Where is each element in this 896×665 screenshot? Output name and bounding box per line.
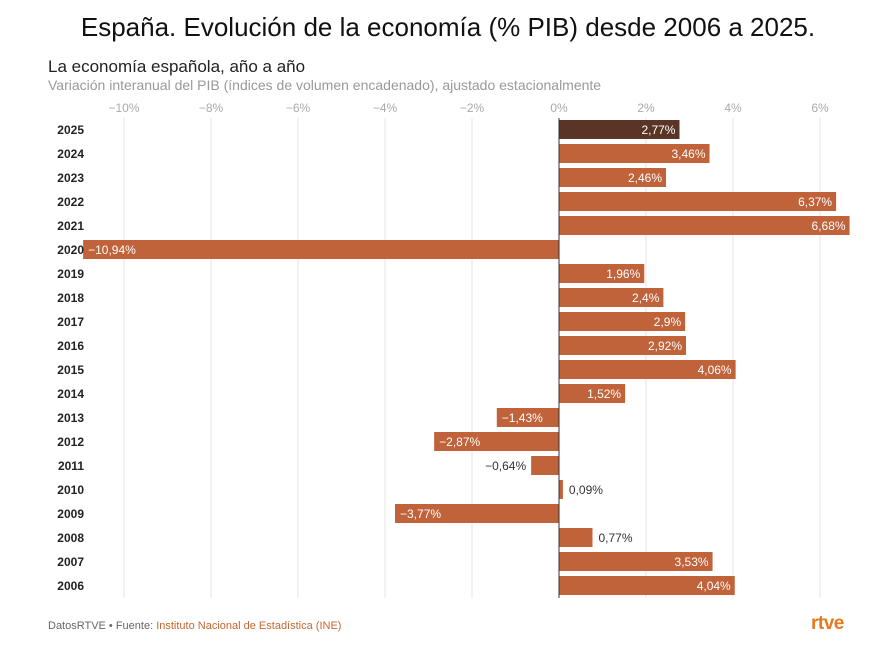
footer-prefix: DatosRTVE • Fuente: (48, 620, 157, 632)
x-tick-label: −8% (199, 101, 224, 115)
year-label: 2006 (57, 579, 84, 593)
bar-2006 (559, 576, 735, 595)
data-label: 1,96% (606, 267, 640, 281)
year-label: 2018 (57, 291, 84, 305)
year-label: 2008 (57, 531, 84, 545)
data-label: 2,77% (641, 123, 675, 137)
data-label: −0,64% (485, 459, 526, 473)
bar-2025 (559, 120, 680, 139)
data-label: 2,92% (648, 339, 682, 353)
year-label: 2014 (57, 387, 84, 401)
year-label: 2013 (57, 411, 84, 425)
bar-2012 (434, 432, 559, 451)
rtve-logo: rtve (811, 613, 844, 634)
bar-2010 (559, 480, 563, 499)
year-label: 2012 (57, 435, 84, 449)
year-label: 2016 (57, 339, 84, 353)
year-label: 2023 (57, 171, 84, 185)
y-axis-labels: 2025 2024 2023 2022 2021 2020 2019 2018 2017 2016… (57, 123, 84, 593)
year-label: 2009 (57, 507, 84, 521)
x-tick-label: 4% (724, 101, 742, 115)
source-link[interactable]: Instituto Nacional de Estadística (INE) (156, 620, 342, 632)
bar-2016 (559, 336, 687, 355)
data-label: −1,43% (502, 411, 543, 425)
bar-2013 (496, 408, 559, 427)
bar-2007 (559, 552, 713, 571)
chart-description: Variación interanual del PIB (índices de… (48, 77, 602, 93)
bar-2020 (83, 240, 560, 259)
year-label: 2011 (58, 459, 84, 473)
chart-subtitle: La economía española, año a año (48, 57, 306, 76)
data-label: 6,68% (812, 219, 846, 233)
x-tick-label: −6% (286, 101, 311, 115)
bar-2014 (559, 384, 626, 403)
year-label: 2019 (57, 267, 84, 281)
bar-2009 (395, 504, 559, 523)
x-axis-ticks: −10% −8% −6% −4% −2% 0% 2% 4% 6% (108, 101, 829, 115)
data-label: 0,77% (598, 531, 632, 545)
bar-2015 (559, 360, 736, 379)
data-label: 0,09% (569, 483, 603, 497)
year-label: 2024 (57, 147, 84, 161)
year-label: 2020 (57, 243, 84, 257)
data-label: 4,06% (698, 363, 732, 377)
year-label: 2017 (57, 315, 84, 329)
bar-2008 (559, 528, 593, 547)
bar-2022 (559, 192, 837, 211)
x-tick-label: 6% (811, 101, 829, 115)
bar-2023 (559, 168, 667, 187)
year-label: 2007 (57, 555, 84, 569)
bar-2021 (559, 216, 850, 235)
year-label: 2022 (57, 195, 84, 209)
bar-2019 (559, 264, 645, 283)
bar-chart: −10% −8% −6% −4% −2% 0% 2% 4% 6% 202520242023202… (57, 101, 850, 598)
year-label: 2021 (57, 219, 84, 233)
data-label: 3,46% (671, 147, 705, 161)
data-label: −3,77% (400, 507, 441, 521)
data-label: 3,53% (675, 555, 709, 569)
x-tick-label: −10% (108, 101, 139, 115)
data-label: 2,9% (654, 315, 682, 329)
data-label: 6,37% (798, 195, 832, 209)
x-tick-label: 2% (637, 101, 655, 115)
data-label: 2,46% (628, 171, 662, 185)
x-tick-label: −2% (460, 101, 485, 115)
data-label: 4,04% (697, 579, 731, 593)
x-tick-label: −4% (373, 101, 398, 115)
data-label: −2,87% (439, 435, 480, 449)
footer: DatosRTVE • Fuente: Instituto Nacional d… (48, 620, 341, 632)
gridlines (123, 118, 821, 598)
data-label: 1,52% (587, 387, 621, 401)
bar-2011 (531, 456, 559, 475)
year-label: 2025 (57, 123, 84, 137)
data-labels: 2,77% 3,46% 2,46% 6,37% 6,68% −10,94% 1,96% 2,4… (88, 123, 846, 593)
year-label: 2010 (57, 483, 84, 497)
bar-2017 (559, 312, 686, 331)
bars (83, 120, 850, 595)
main-title: España. Evolución de la economía (% PIB)… (80, 12, 816, 42)
data-label: 2,4% (632, 291, 660, 305)
year-label: 2015 (57, 363, 84, 377)
data-label: −10,94% (88, 243, 136, 257)
bar-2018 (559, 288, 664, 307)
bar-2024 (559, 144, 710, 163)
x-tick-label: 0% (550, 101, 568, 115)
